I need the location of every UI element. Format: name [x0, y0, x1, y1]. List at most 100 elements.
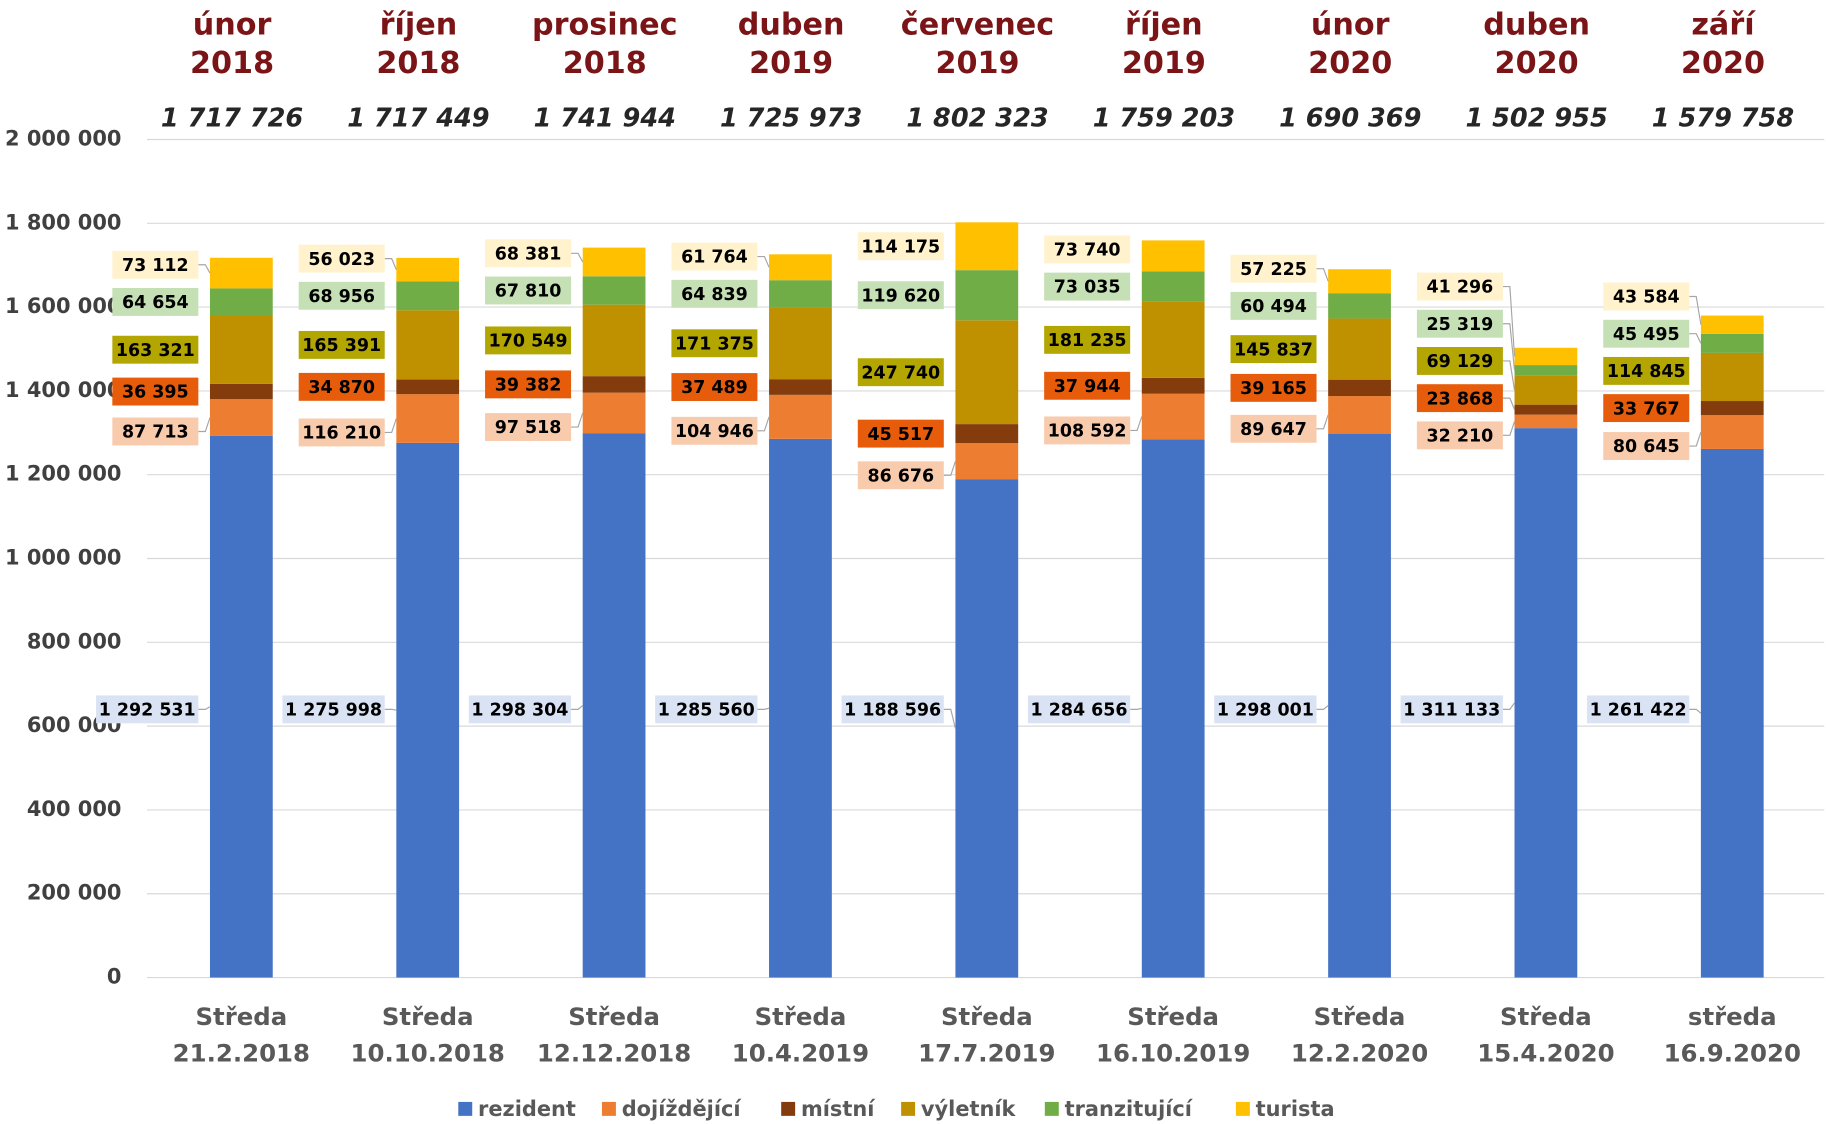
data-label: 1 261 422: [1590, 701, 1687, 721]
data-label-bg: [671, 329, 758, 358]
data-label: 45 495: [1613, 325, 1680, 345]
x-tick-line: Středa: [1314, 1002, 1406, 1031]
data-label: 104 946: [675, 422, 754, 442]
bar-segment: [769, 254, 832, 281]
data-label: 171 375: [675, 334, 754, 354]
bar-segment: [582, 376, 646, 393]
data-label: 1 298 001: [1217, 701, 1314, 721]
data-label-bg: [1230, 373, 1317, 402]
bar-segment: [582, 433, 646, 978]
data-label-bg: [671, 373, 758, 401]
x-tick-label: Středa 12.12.2018: [537, 1002, 691, 1067]
data-label: 114 845: [1607, 362, 1686, 382]
legend-swatch: [1235, 1101, 1250, 1116]
bar-segment: [1141, 301, 1205, 378]
leader-line: [1502, 421, 1516, 436]
bar-segment: [209, 399, 273, 436]
data-label-bg: [1044, 416, 1131, 445]
x-tick-label: Středa 10.10.2018: [351, 1002, 505, 1067]
leader-line: [1130, 416, 1143, 432]
period-label: září 2020: [1681, 7, 1765, 80]
data-label: 60 494: [1240, 297, 1307, 317]
y-tick-label: 800 000: [27, 629, 122, 653]
data-label: 73 035: [1054, 278, 1121, 298]
data-label-bg: [857, 358, 944, 387]
data-label: 69 129: [1427, 352, 1494, 372]
data-label-bg: [1416, 421, 1503, 450]
leader-line: [198, 706, 211, 710]
data-label: 89 647: [1240, 420, 1307, 440]
data-label: 1 285 560: [658, 701, 755, 721]
period-month: prosinec: [532, 7, 678, 42]
bar-segment: [209, 257, 273, 289]
data-label-bg: [1027, 695, 1131, 724]
bar-segment: [396, 394, 460, 443]
data-label-bg: [1603, 356, 1690, 385]
data-label: 73 112: [122, 256, 189, 276]
data-label-bg: [298, 418, 385, 447]
bar-segment: [1700, 352, 1764, 402]
data-label: 56 023: [308, 250, 375, 270]
bar-segment: [396, 379, 460, 395]
data-label: 108 592: [1048, 422, 1127, 442]
bar-segment: [1700, 448, 1764, 978]
bar-segment: [955, 320, 1019, 425]
data-label-bg: [1044, 325, 1131, 354]
bar-segment: [769, 394, 832, 439]
data-label: 23 868: [1427, 389, 1494, 409]
x-tick-line: 15.4.2020: [1477, 1038, 1614, 1067]
data-label: 165 391: [302, 336, 381, 356]
period-month: červenec: [901, 7, 1054, 42]
leader-line: [198, 417, 211, 433]
period-year: 2020: [1308, 45, 1392, 80]
data-label-bg: [112, 417, 199, 446]
data-label-bg: [655, 695, 758, 724]
leader-line: [1502, 360, 1516, 391]
data-label-bg: [1214, 695, 1317, 724]
y-tick-label: 1 000 000: [5, 546, 121, 570]
data-label-bg: [112, 250, 199, 279]
bar-segment: [396, 257, 460, 282]
data-label-bg: [671, 279, 758, 308]
bar-segment: [582, 276, 646, 305]
data-label-bg: [112, 335, 199, 364]
data-label: 36 395: [122, 383, 189, 403]
bar-segment: [1700, 415, 1764, 449]
x-tick-line: 16.9.2020: [1664, 1038, 1801, 1067]
leader-line: [1689, 708, 1702, 714]
bar-segment: [955, 443, 1019, 480]
y-tick-label: 1 800 000: [5, 210, 121, 234]
legend-label: výletník: [921, 1097, 1017, 1121]
legend-swatch: [601, 1101, 616, 1116]
data-label: 61 764: [681, 248, 748, 268]
data-label: 39 382: [495, 376, 562, 396]
x-tick-line: 12.12.2018: [537, 1038, 691, 1067]
data-label-bg: [1603, 282, 1690, 311]
data-label: 41 296: [1427, 278, 1494, 298]
data-label-bg: [1586, 695, 1690, 724]
data-label-bg: [1400, 695, 1503, 724]
bar-segment: [955, 479, 1019, 978]
legend-label: turista: [1256, 1097, 1335, 1121]
data-label-bg: [298, 330, 385, 359]
bar-segment: [1700, 401, 1764, 416]
data-label-bg: [857, 461, 944, 490]
legend-swatch: [901, 1101, 916, 1116]
data-label-bg: [1416, 384, 1503, 413]
data-label-bg: [1603, 319, 1690, 348]
bar-segment: [955, 270, 1019, 321]
total-label: 1 502 955: [1465, 104, 1607, 134]
data-label: 1 188 596: [844, 701, 941, 721]
total-label: 1 759 203: [1093, 104, 1235, 134]
data-label: 39 165: [1240, 379, 1307, 399]
bar-segment: [769, 379, 832, 395]
bar-segment: [1328, 318, 1391, 380]
period-year: 2020: [1681, 45, 1765, 80]
bar-segment: [1141, 439, 1205, 978]
leader-line: [757, 255, 770, 268]
period-year: 2020: [1495, 45, 1579, 80]
y-tick-label: 1 200 000: [5, 462, 121, 486]
leader-line: [1130, 707, 1142, 710]
period-year: 2019: [1122, 45, 1206, 80]
data-label: 43 584: [1613, 288, 1680, 308]
